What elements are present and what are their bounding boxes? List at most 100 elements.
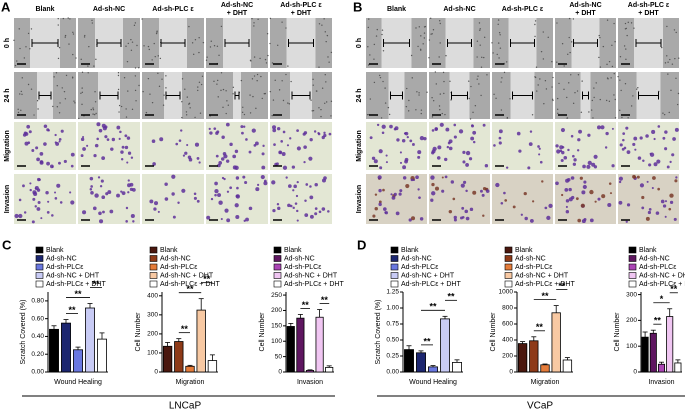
cell xyxy=(607,202,612,208)
micrograph xyxy=(366,122,427,170)
cell xyxy=(641,206,645,210)
speckle xyxy=(63,90,66,93)
micrograph-bg xyxy=(429,174,490,224)
cell xyxy=(653,137,656,141)
cell xyxy=(470,136,475,141)
cell xyxy=(98,211,102,216)
cell xyxy=(642,159,645,163)
speckle xyxy=(666,25,668,28)
speckle xyxy=(145,111,148,114)
column-header: + DHT xyxy=(227,10,248,17)
cell xyxy=(105,192,109,196)
micrograph xyxy=(14,174,76,224)
speckle xyxy=(74,102,76,104)
cell xyxy=(321,178,326,183)
speckle xyxy=(81,91,84,94)
speckle xyxy=(20,90,23,93)
cell xyxy=(120,190,123,193)
y-tick-label: 0.75 xyxy=(386,321,399,328)
cell xyxy=(101,156,106,161)
cell xyxy=(309,137,313,142)
legend-swatch xyxy=(273,246,282,254)
cell xyxy=(47,129,50,132)
cell xyxy=(178,139,182,142)
bar xyxy=(657,363,666,373)
cell xyxy=(461,206,465,210)
cell xyxy=(36,177,41,182)
speckle xyxy=(131,108,134,111)
speckle xyxy=(27,32,30,35)
speckle xyxy=(251,17,253,20)
cell xyxy=(274,162,278,166)
cell xyxy=(639,183,645,188)
speckle xyxy=(552,99,554,102)
speckle xyxy=(630,22,633,24)
micrograph-bg xyxy=(366,174,427,224)
speckle xyxy=(198,51,200,54)
y-tick-label: 200 xyxy=(271,307,282,314)
cell xyxy=(410,178,414,182)
legend-label: Ad-sh-PLCε + DHT xyxy=(401,281,461,288)
cell xyxy=(14,213,19,219)
speckle xyxy=(411,77,413,79)
speckle xyxy=(676,103,679,106)
cell xyxy=(110,147,114,151)
speckle xyxy=(591,99,594,102)
micrograph xyxy=(429,122,490,170)
cell xyxy=(214,188,219,194)
legend-label: Ad-sh-PLCε xyxy=(46,264,83,271)
speckle xyxy=(551,86,553,88)
cell xyxy=(293,184,297,189)
cell xyxy=(633,136,638,141)
cell xyxy=(220,217,223,221)
cell xyxy=(576,149,580,152)
cell xyxy=(645,134,649,138)
speckle xyxy=(266,33,269,35)
cell xyxy=(399,161,403,164)
cell xyxy=(374,207,378,211)
cell xyxy=(127,151,132,155)
speckle xyxy=(493,93,495,96)
cell xyxy=(318,210,322,214)
cell xyxy=(527,166,531,170)
speckle xyxy=(479,28,481,30)
speckle xyxy=(592,117,594,119)
speckle xyxy=(611,65,614,68)
speckle xyxy=(500,109,503,111)
cell xyxy=(594,200,597,203)
significance-label: * xyxy=(660,294,664,304)
cell xyxy=(31,220,35,224)
cell xyxy=(495,182,500,188)
cell xyxy=(121,145,125,149)
speckle xyxy=(261,97,263,100)
cell xyxy=(232,154,237,159)
speckle xyxy=(27,83,30,86)
y-tick-label: 100 xyxy=(147,350,158,357)
speckle xyxy=(431,97,433,99)
micrograph xyxy=(492,174,553,224)
speckle xyxy=(608,100,611,103)
cell xyxy=(462,150,466,154)
cell xyxy=(98,128,103,133)
speckle xyxy=(117,88,120,91)
legend-label: Ad-sh-NC + DHT xyxy=(401,272,455,279)
speckle xyxy=(134,22,137,24)
speckle xyxy=(118,104,121,107)
bar xyxy=(428,366,438,373)
micrograph-bg xyxy=(270,174,332,224)
y-tick-label: 0 xyxy=(633,369,637,376)
micrograph xyxy=(142,122,204,170)
column-header: Ad-sh-PLC ε xyxy=(628,2,670,9)
speckle xyxy=(165,87,167,89)
speckle xyxy=(200,83,203,86)
cell xyxy=(405,183,410,189)
y-tick-label: 100 xyxy=(626,343,637,350)
micrograph xyxy=(555,122,616,170)
cell xyxy=(96,122,101,127)
significance-label: ** xyxy=(186,284,194,294)
speckle xyxy=(225,112,227,115)
cell xyxy=(261,165,266,170)
cell xyxy=(431,129,435,132)
cell xyxy=(399,151,402,154)
row-label: Migration xyxy=(356,130,363,162)
